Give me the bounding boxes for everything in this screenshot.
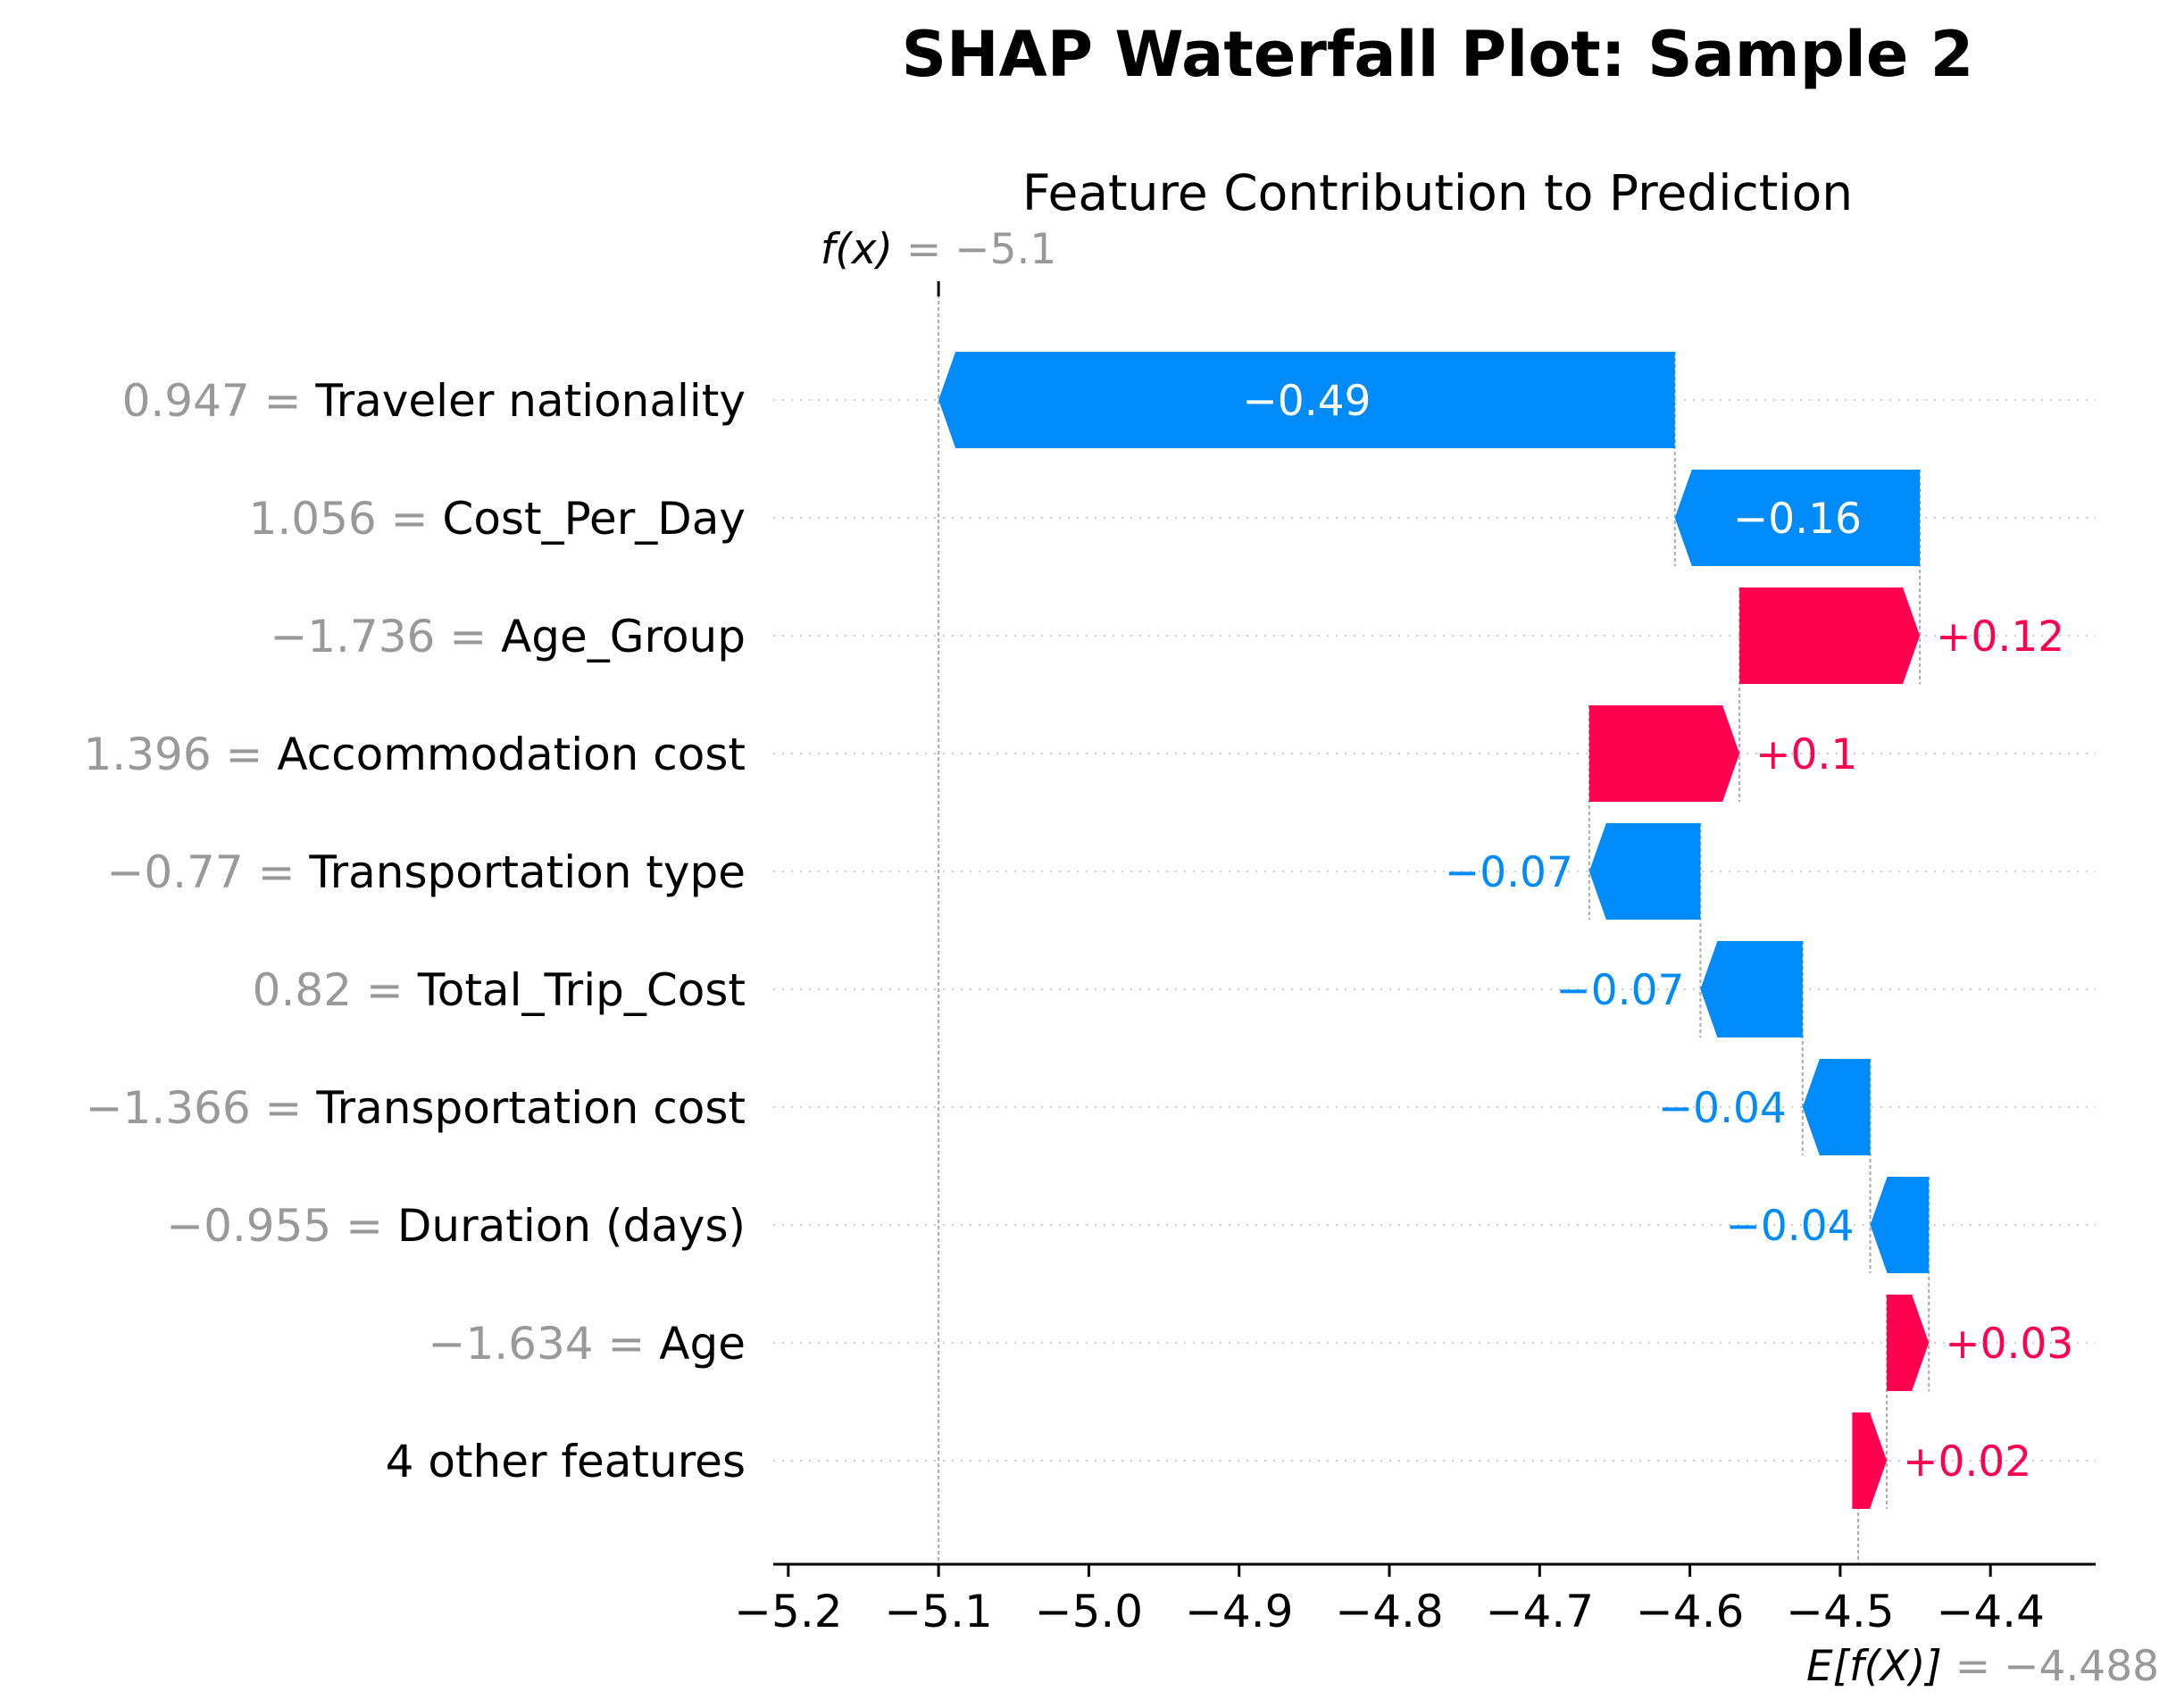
feature-name: Duration (days): [397, 1200, 746, 1252]
feature-value: −0.955: [166, 1200, 331, 1252]
waterfall-bar: [1739, 587, 1921, 684]
feature-name: Total_Trip_Cost: [417, 964, 746, 1016]
equals-sign: =: [893, 225, 955, 274]
equals-sign: =: [251, 1082, 317, 1134]
equals-sign: =: [377, 493, 443, 545]
feature-label: 1.396 = Accommodation cost: [83, 729, 746, 780]
equals-sign: =: [594, 1318, 660, 1370]
feature-name: Cost_Per_Day: [442, 493, 746, 545]
feature-value: 1.396: [83, 729, 211, 780]
bar-value-label: −0.07: [1555, 966, 1684, 1015]
waterfall-bar: [1887, 1295, 1930, 1391]
waterfall-bar: [938, 352, 1675, 448]
feature-value: 0.947: [122, 375, 250, 427]
equals-sign: =: [1942, 1642, 2004, 1691]
bar-value-label: +0.02: [1903, 1437, 2031, 1487]
bar-value-label: −0.07: [1445, 848, 1573, 897]
feature-name: Transportation cost: [315, 1082, 746, 1134]
x-tick-label: −5.1: [884, 1586, 992, 1637]
feature-name: Age_Group: [501, 611, 746, 662]
feature-label: 4 other features: [386, 1436, 746, 1487]
bar-value-label: +0.1: [1755, 730, 1857, 779]
feature-label: −1.634 = Age: [429, 1318, 746, 1370]
waterfall-bar: [1588, 705, 1740, 802]
feature-name: Age: [659, 1318, 746, 1370]
waterfall-bar: [1700, 941, 1803, 1037]
waterfall-bar: [1802, 1059, 1871, 1155]
feature-name: 4 other features: [386, 1436, 746, 1487]
bar-layer: [938, 352, 1930, 1509]
feature-label: −0.955 = Duration (days): [166, 1200, 746, 1252]
feature-label: −1.366 = Transportation cost: [86, 1082, 746, 1134]
bar-value-label: −0.04: [1726, 1202, 1855, 1251]
feature-label: 0.82 = Total_Trip_Cost: [253, 964, 746, 1016]
feature-label: 1.056 = Cost_Per_Day: [249, 493, 746, 545]
feature-label: −1.736 = Age_Group: [270, 611, 746, 662]
feature-label: −0.77 = Transportation type: [106, 846, 746, 898]
fx-annotation: f(x) = −5.1: [821, 225, 1056, 274]
feature-value: 0.82: [253, 964, 352, 1016]
bar-value-label: −0.49: [1242, 377, 1371, 426]
feature-name: Traveler nationality: [314, 375, 746, 427]
bar-value-label: +0.12: [1936, 612, 2064, 662]
x-tick-label: −4.8: [1335, 1586, 1443, 1637]
fx-label: f(x): [821, 225, 893, 274]
bar-value-label: −0.16: [1733, 495, 1862, 544]
waterfall-bar: [1674, 470, 1921, 566]
waterfall-bar: [1870, 1177, 1930, 1273]
feature-name: Accommodation cost: [277, 729, 746, 780]
bar-value-label: +0.03: [1945, 1320, 2073, 1369]
base-value: −4.488: [2004, 1642, 2159, 1691]
x-tick-label: −4.9: [1185, 1586, 1293, 1637]
feature-name: Transportation type: [308, 846, 746, 898]
waterfall-bar: [1588, 823, 1701, 920]
x-tick-label: −4.4: [1936, 1586, 2044, 1637]
equals-sign: =: [250, 375, 316, 427]
equals-sign: =: [244, 846, 310, 898]
equals-sign: =: [331, 1200, 397, 1252]
feature-value: −1.736: [270, 611, 435, 662]
feature-value: −1.634: [429, 1318, 594, 1370]
bar-value-label: −0.04: [1658, 1084, 1787, 1133]
x-tick-label: −4.7: [1486, 1586, 1594, 1637]
chart-title: SHAP Waterfall Plot: Sample 2: [902, 18, 1974, 91]
equals-sign: =: [435, 611, 501, 662]
feature-value: −0.77: [106, 846, 243, 898]
x-tick-label: −4.5: [1786, 1586, 1894, 1637]
feature-label: 0.947 = Traveler nationality: [122, 375, 746, 427]
base-value-annotation: E[f(X)] = −4.488: [1806, 1642, 2159, 1691]
feature-value: 1.056: [249, 493, 377, 545]
x-tick-label: −5.0: [1035, 1586, 1143, 1637]
x-axis: −5.2 −5.1 −5.0 −4.9 −4.8 −4.7 −4.6 −4.5 −4.4: [734, 1562, 2096, 1637]
x-tick-label: −5.2: [734, 1586, 842, 1637]
label-layer: −0.49 0.947 = Traveler nationality −0.16 1.…: [83, 375, 2073, 1487]
waterfall-bar: [1852, 1412, 1888, 1509]
chart-subtitle: Feature Contribution to Prediction: [1022, 164, 1853, 221]
equals-sign: =: [352, 964, 418, 1016]
equals-sign: =: [212, 729, 278, 780]
x-tick-label: −4.6: [1636, 1586, 1744, 1637]
meta-labels: f(x) = −5.1 E[f(X)] = −4.488: [821, 225, 2159, 1691]
feature-value: −1.366: [86, 1082, 251, 1134]
base-label: E[f(X)]: [1806, 1642, 1942, 1691]
fx-value: −5.1: [955, 225, 1056, 274]
